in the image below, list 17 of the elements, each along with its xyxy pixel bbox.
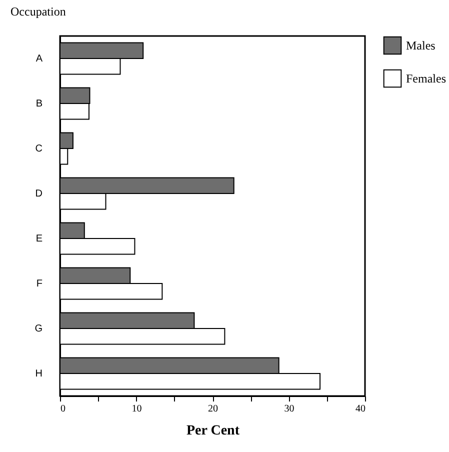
x-axis-title: Per Cent xyxy=(186,424,240,438)
y-tick-label: F xyxy=(36,278,42,290)
legend-label: Females xyxy=(406,72,446,86)
x-tick-label: 20 xyxy=(208,404,218,414)
y-tick-label: B xyxy=(36,98,43,110)
y-tick-label: E xyxy=(36,234,43,244)
y-tick-label: G xyxy=(34,324,43,334)
y-tick-label: D xyxy=(35,188,42,200)
x-tick-label: 0 xyxy=(60,404,66,414)
y-axis-title: Occupation xyxy=(10,4,66,18)
x-tick-label: 40 xyxy=(356,404,366,414)
y-tick-label: H xyxy=(35,368,42,380)
y-tick-label: A xyxy=(36,54,43,64)
x-tick-label: 10 xyxy=(132,404,142,414)
x-tick-label: 30 xyxy=(284,404,294,414)
y-tick-label: C xyxy=(35,144,42,154)
legend-label: Males xyxy=(406,38,436,52)
